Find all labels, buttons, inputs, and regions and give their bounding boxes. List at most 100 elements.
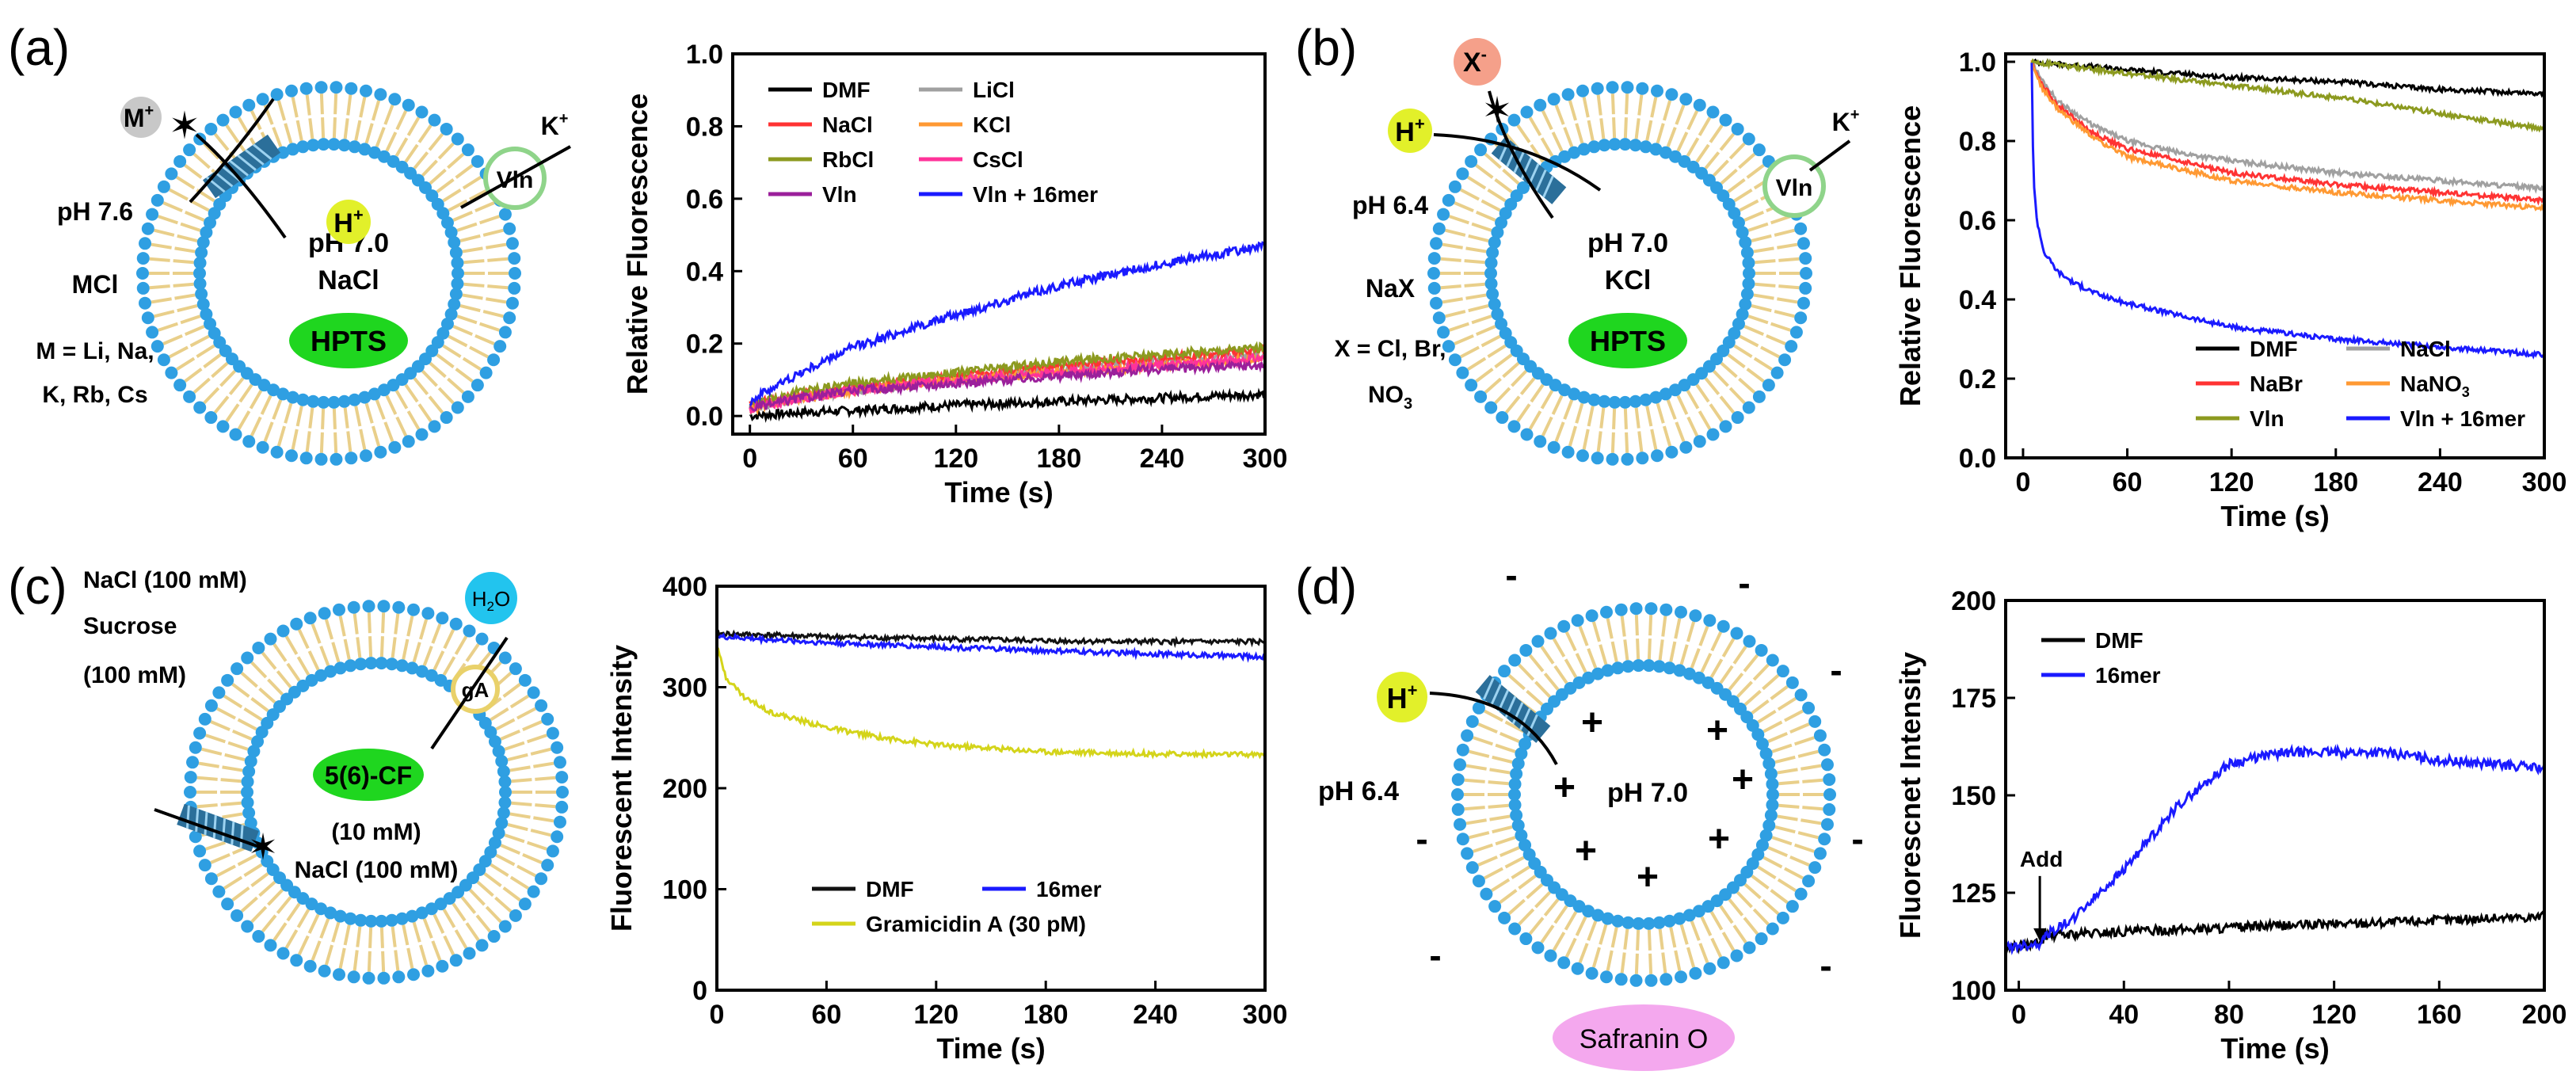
lipid-tail — [297, 629, 310, 650]
lipid-tail — [276, 100, 286, 121]
lipid-tail — [1480, 199, 1501, 212]
lipid-tail — [1442, 242, 1463, 250]
lipid-head — [1742, 132, 1755, 146]
lipid-tail — [465, 643, 480, 662]
lipid-tail — [149, 257, 170, 262]
lipid-head — [498, 326, 512, 339]
lipid-tail — [1797, 749, 1819, 758]
lipid-tail — [1551, 131, 1564, 152]
x-tick-label: 60 — [838, 444, 868, 474]
lipid-head — [1495, 216, 1508, 230]
lipid-head — [518, 898, 532, 911]
lipid-tail — [1789, 722, 1810, 734]
lipid-head — [1731, 411, 1744, 425]
lipid-head — [1755, 838, 1769, 852]
lipid-tail — [1492, 755, 1513, 764]
lipid-tail — [1794, 736, 1815, 746]
panel-label-d: (d) — [1295, 558, 1357, 615]
lipid-tail — [504, 833, 525, 844]
lipid-head — [204, 317, 217, 330]
outside-line: M = Li, Na, — [36, 338, 154, 364]
panel-a: (a) HPTS pH 7.0 NaCl H+ M+ ✶ Vln K+ pH 7… — [8, 19, 571, 466]
lipid-tail — [1762, 720, 1783, 734]
lipid-head — [499, 786, 512, 798]
lipid-head — [1766, 788, 1779, 801]
k-ion-label: K+ — [1832, 106, 1860, 136]
legend-label: Vln — [822, 182, 857, 207]
y-tick-label: 1.0 — [686, 40, 723, 70]
lipid-head — [1491, 307, 1504, 321]
lipid-head — [1639, 140, 1652, 154]
lipid-head — [195, 246, 208, 259]
lipid-tail — [305, 431, 311, 452]
x-tick-label: 180 — [1037, 444, 1082, 474]
lipid-tail — [455, 164, 474, 179]
panel-label-b: (b) — [1295, 19, 1357, 76]
lipid-head — [546, 844, 559, 858]
lipid-head — [1739, 235, 1752, 249]
lipid-head — [1547, 440, 1560, 454]
lipid-head — [1703, 962, 1717, 975]
lipid-tail — [507, 822, 528, 832]
lipid-head — [241, 920, 254, 933]
lipid-tail — [428, 132, 444, 151]
lipid-head — [377, 600, 391, 613]
lipid-tail — [1656, 123, 1665, 144]
lipid-head — [449, 954, 463, 967]
lipid-head — [284, 449, 298, 463]
lipid-tail — [442, 656, 456, 676]
lipid-head — [136, 281, 150, 295]
lipid-tail — [375, 127, 386, 147]
legend-label: LiCl — [973, 78, 1015, 102]
lipid-head — [1794, 311, 1808, 325]
lipid-tail — [475, 914, 492, 933]
lipid-tail — [228, 377, 245, 395]
y-tick-label: 0.4 — [1959, 285, 1996, 315]
lipid-tail — [448, 334, 468, 348]
lipid-head — [498, 651, 512, 665]
lipid-head — [284, 84, 298, 97]
lipid-head — [299, 452, 313, 465]
lipid-tail — [364, 123, 374, 144]
lipid-tail — [1471, 222, 1492, 232]
lipid-head — [1484, 401, 1498, 414]
lipid-tail — [220, 778, 242, 783]
lipid-tail — [308, 407, 314, 429]
lipid-head — [193, 267, 206, 280]
y-tick-label: 0.6 — [686, 185, 723, 215]
lipid-head — [1794, 222, 1808, 235]
lipid-head — [1456, 366, 1469, 379]
lipid-tail — [1465, 818, 1487, 825]
lipid-head — [1587, 140, 1601, 154]
lipid-tail — [291, 97, 299, 118]
lipid-tail — [184, 325, 205, 337]
lipid-head — [509, 267, 521, 280]
lipid-tail — [533, 761, 554, 768]
lipid-head — [317, 138, 330, 151]
lipid-head — [241, 786, 253, 798]
lipid-tail — [352, 613, 359, 635]
lipid-head — [1611, 914, 1625, 928]
lipid-tail — [533, 816, 554, 823]
lipid-tail — [173, 259, 194, 265]
lipid-tail — [223, 875, 243, 890]
lipid-tail — [479, 322, 500, 332]
lipid-tail — [1464, 806, 1485, 811]
lipid-tail — [1442, 297, 1463, 304]
lipid-head — [196, 298, 210, 311]
hpts-dye — [1568, 313, 1687, 368]
lipid-tail — [1770, 322, 1791, 332]
legend-label: DMF — [866, 877, 914, 901]
lipid-tail — [452, 325, 474, 337]
lipid-tail — [216, 864, 236, 878]
lipid-head — [151, 193, 164, 207]
lipid-tail — [462, 246, 483, 253]
lipid-tail — [158, 322, 178, 332]
lipid-tail — [1736, 890, 1753, 909]
dye-label: HPTS — [311, 325, 387, 357]
lipid-tail — [372, 425, 381, 447]
lipid-head — [1598, 394, 1611, 408]
lipid-tail — [1777, 242, 1798, 250]
efflux-arrow — [154, 808, 262, 849]
lipid-head — [1576, 449, 1589, 463]
